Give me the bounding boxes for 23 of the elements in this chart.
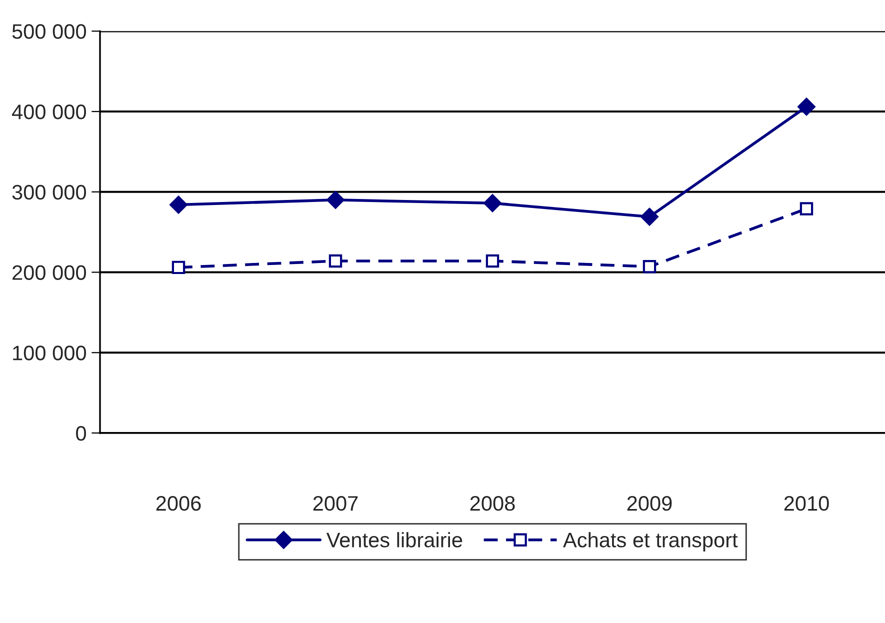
x-tick-label: 2009 (627, 496, 672, 511)
point (798, 98, 816, 116)
legend-label: Achats et transport (563, 532, 738, 552)
point (170, 196, 188, 214)
point (172, 260, 186, 274)
y-tick-label: 300 000 (12, 184, 86, 200)
y-tick-label: 400 000 (12, 104, 86, 120)
x-tick-label: 2008 (470, 496, 515, 511)
point (326, 191, 344, 209)
point (640, 208, 658, 226)
point (800, 202, 814, 216)
y-tick-label: 0 (76, 426, 86, 441)
point (642, 260, 656, 274)
x-tick-label: 2010 (784, 496, 829, 511)
point (328, 254, 342, 268)
x-tick-label: 2006 (156, 496, 201, 511)
point (484, 194, 502, 212)
y-tick-label: 200 000 (12, 265, 86, 280)
point (486, 254, 500, 268)
x-tick-label: 2007 (313, 496, 358, 511)
y-tick-label: 500 000 (12, 24, 86, 39)
y-tick-label: 100 000 (13, 346, 86, 360)
legend-label: Ventes librairie (326, 532, 462, 548)
